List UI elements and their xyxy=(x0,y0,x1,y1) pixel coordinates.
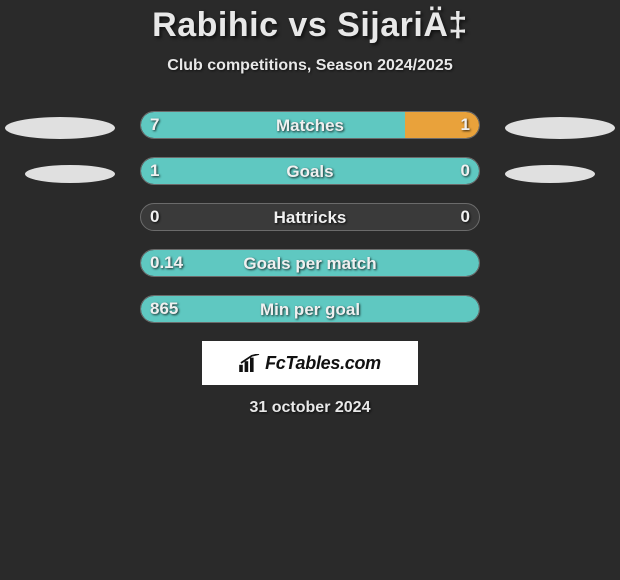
stat-bar-track: Goals xyxy=(140,157,480,185)
player-left-marker xyxy=(25,165,115,183)
stat-value-left: 0 xyxy=(150,203,159,231)
stat-value-right: 0 xyxy=(461,157,470,185)
player-left-marker xyxy=(5,117,115,139)
stat-row: Min per goal865 xyxy=(0,295,620,323)
stat-value-left: 0.14 xyxy=(150,249,183,277)
stat-row: Goals per match0.14 xyxy=(0,249,620,277)
stat-bar-track: Matches xyxy=(140,111,480,139)
stat-value-right: 1 xyxy=(461,111,470,139)
logo-box: FcTables.com xyxy=(202,341,418,385)
stat-value-left: 865 xyxy=(150,295,178,323)
logo-text: FcTables.com xyxy=(265,353,381,374)
stat-bar-left xyxy=(141,250,479,276)
comparison-infographic: Rabihic vs SijariÄ‡ Club competitions, S… xyxy=(0,0,620,417)
player-right-marker xyxy=(505,117,615,139)
stat-rows: Matches71Goals10Hattricks00Goals per mat… xyxy=(0,111,620,323)
chart-icon xyxy=(239,354,261,372)
stat-bar-track: Min per goal xyxy=(140,295,480,323)
stat-bar-left xyxy=(141,296,479,322)
stat-bar-left xyxy=(141,112,405,138)
stat-label: Hattricks xyxy=(141,204,479,231)
date-label: 31 october 2024 xyxy=(0,399,620,417)
stat-value-left: 1 xyxy=(150,157,159,185)
stat-row: Goals1 0 xyxy=(0,157,620,185)
stat-bar-track: Hattricks xyxy=(140,203,480,231)
stat-bar-track: Goals per match xyxy=(140,249,480,277)
stat-row: Matches7 1 xyxy=(0,111,620,139)
page-title: Rabihic vs SijariÄ‡ xyxy=(0,6,620,45)
player-right-marker xyxy=(505,165,595,183)
stat-bar-left xyxy=(141,158,479,184)
page-subtitle: Club competitions, Season 2024/2025 xyxy=(0,57,620,75)
stat-value-left: 7 xyxy=(150,111,159,139)
stat-row: Hattricks0 0 xyxy=(0,203,620,231)
stat-value-right: 0 xyxy=(461,203,470,231)
